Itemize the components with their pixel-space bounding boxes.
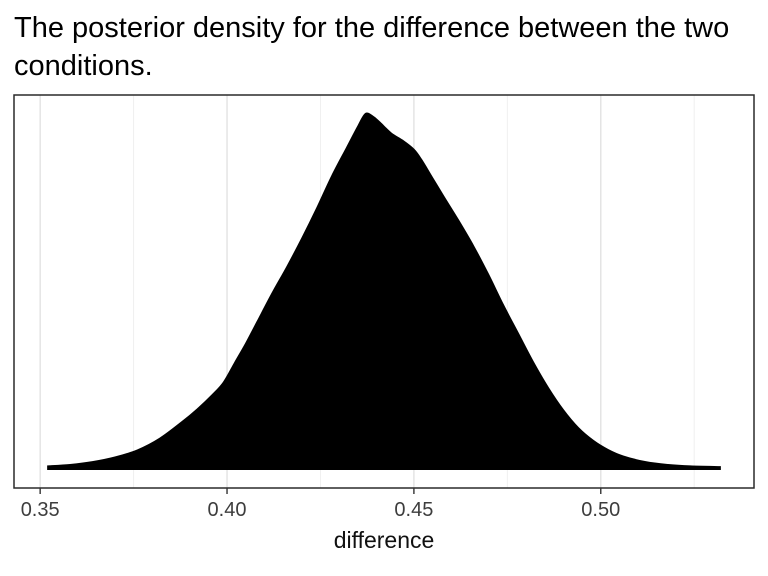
x-tick-label: 0.35 [21,499,60,521]
x-tick-label: 0.50 [581,499,620,521]
x-tick-label: 0.45 [394,499,433,521]
density-area [47,112,721,471]
panel-border [13,94,755,490]
density-plot-canvas: 0.35 0.40 0.45 0.50 difference [13,94,755,553]
x-axis-title: difference [334,527,435,553]
chart-title: The posterior density for the difference… [14,12,730,82]
x-tick-label: 0.40 [208,499,247,521]
